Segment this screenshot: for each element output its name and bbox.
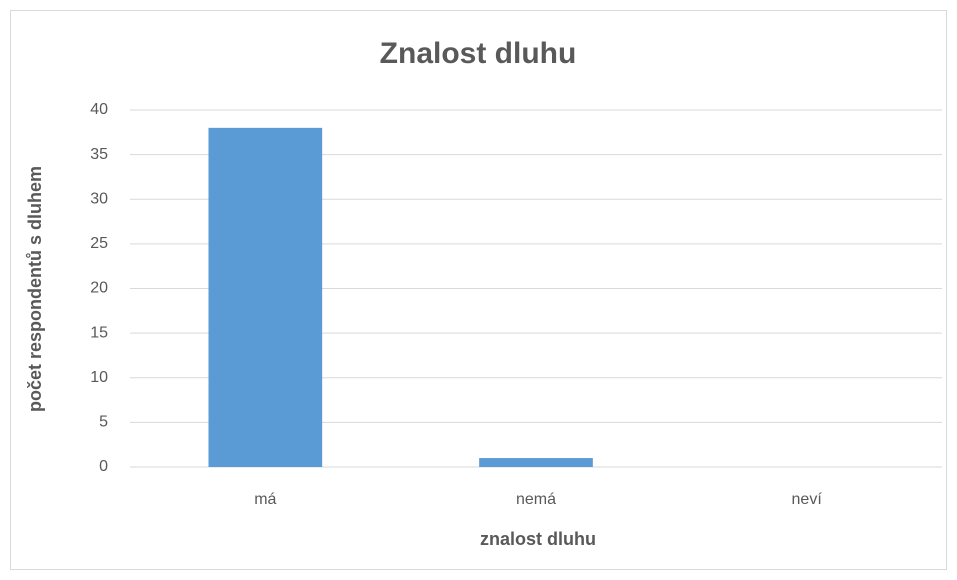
x-tick-label: neví <box>792 491 823 508</box>
y-tick-label: 35 <box>90 146 108 163</box>
y-tick-label: 0 <box>99 458 108 475</box>
y-tick-label: 20 <box>90 280 108 297</box>
y-tick-label: 15 <box>90 324 108 341</box>
y-tick-label: 40 <box>90 101 108 118</box>
y-axis-label: počet respondentů s dluhem <box>25 166 45 412</box>
x-tick-label: má <box>254 491 276 508</box>
y-tick-label: 10 <box>90 369 108 386</box>
x-axis-label: znalost dluhu <box>480 529 596 549</box>
y-tick-label: 25 <box>90 235 108 252</box>
bar <box>479 458 593 467</box>
y-tick-label: 30 <box>90 190 108 207</box>
bar <box>208 127 323 467</box>
x-tick-label: nemá <box>516 491 556 508</box>
chart-frame <box>10 10 947 570</box>
chart-title: Znalost dluhu <box>380 37 577 70</box>
y-tick-label: 5 <box>99 414 108 431</box>
